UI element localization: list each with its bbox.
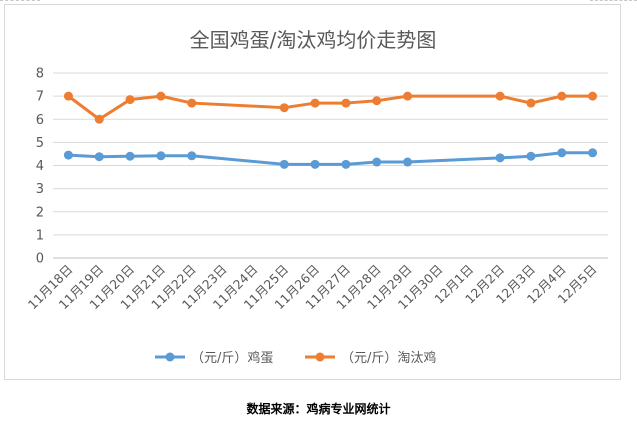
data-point	[187, 98, 197, 108]
data-point	[63, 150, 73, 160]
chart-title: 全国鸡蛋/淘汰鸡均价走势图	[190, 28, 437, 52]
series	[63, 91, 598, 169]
data-point	[341, 98, 351, 108]
data-point	[557, 91, 567, 101]
data-point	[372, 157, 382, 167]
data-point	[341, 159, 351, 169]
data-point	[94, 152, 104, 162]
legend-marker	[165, 352, 175, 362]
data-point	[125, 151, 135, 161]
legend-item-1: （元/斤）鸡蛋	[155, 350, 273, 366]
legend-item-2: （元/斤）淘汰鸡	[305, 350, 436, 366]
y-tick-label: 7	[36, 90, 44, 105]
y-tick-label: 4	[36, 159, 44, 174]
chart-container: 全国鸡蛋/淘汰鸡均价走势图 0 1 2 3 4 5 6 7 8 11月18日 11月19日 11月2…	[4, 4, 621, 380]
legend-label: （元/斤）鸡蛋	[191, 350, 273, 366]
legend-marker	[315, 352, 325, 362]
data-point	[557, 148, 567, 158]
data-point	[279, 103, 289, 113]
top-edge-guide-right	[590, 0, 637, 1]
data-point	[588, 148, 598, 158]
y-tick-label: 0	[36, 252, 44, 267]
source-note: 数据来源：鸡病专业网统计	[246, 402, 391, 416]
data-point	[187, 151, 197, 161]
y-tick-label: 2	[36, 205, 44, 220]
data-point	[279, 159, 289, 169]
data-point	[63, 91, 73, 101]
data-point	[94, 114, 104, 124]
series-line	[68, 151, 593, 166]
series-2	[63, 91, 598, 124]
data-point	[403, 91, 413, 101]
data-point	[526, 151, 536, 161]
x-axis-ticks: 11月18日11月19日11月20日11月21日11月22日11月23日11月2…	[25, 262, 600, 313]
line-chart: 全国鸡蛋/淘汰鸡均价走势图 0 1 2 3 4 5 6 7 8 11月18日11月19日11月2…	[25, 28, 608, 366]
legend-label: （元/斤）淘汰鸡	[341, 350, 436, 366]
data-point	[403, 157, 413, 167]
y-tick-label: 8	[36, 67, 44, 82]
data-point	[156, 151, 166, 161]
y-tick-label: 1	[36, 228, 44, 243]
legend: （元/斤）鸡蛋 （元/斤）淘汰鸡	[155, 350, 436, 366]
y-tick-label: 3	[36, 182, 44, 197]
data-point	[156, 91, 166, 101]
data-point	[526, 98, 536, 108]
data-point	[310, 98, 320, 108]
series-line	[67, 94, 593, 121]
top-edge-guide-left	[0, 0, 40, 1]
data-point	[495, 153, 505, 163]
data-point	[372, 96, 382, 106]
y-tick-label: 5	[36, 136, 44, 151]
y-tick-label: 6	[36, 113, 44, 128]
data-point	[588, 91, 598, 101]
y-axis-ticks: 0 1 2 3 4 5 6 7 8	[36, 67, 44, 267]
series-1	[63, 148, 598, 169]
data-point	[125, 95, 135, 105]
data-point	[495, 91, 505, 101]
data-point	[310, 159, 320, 169]
